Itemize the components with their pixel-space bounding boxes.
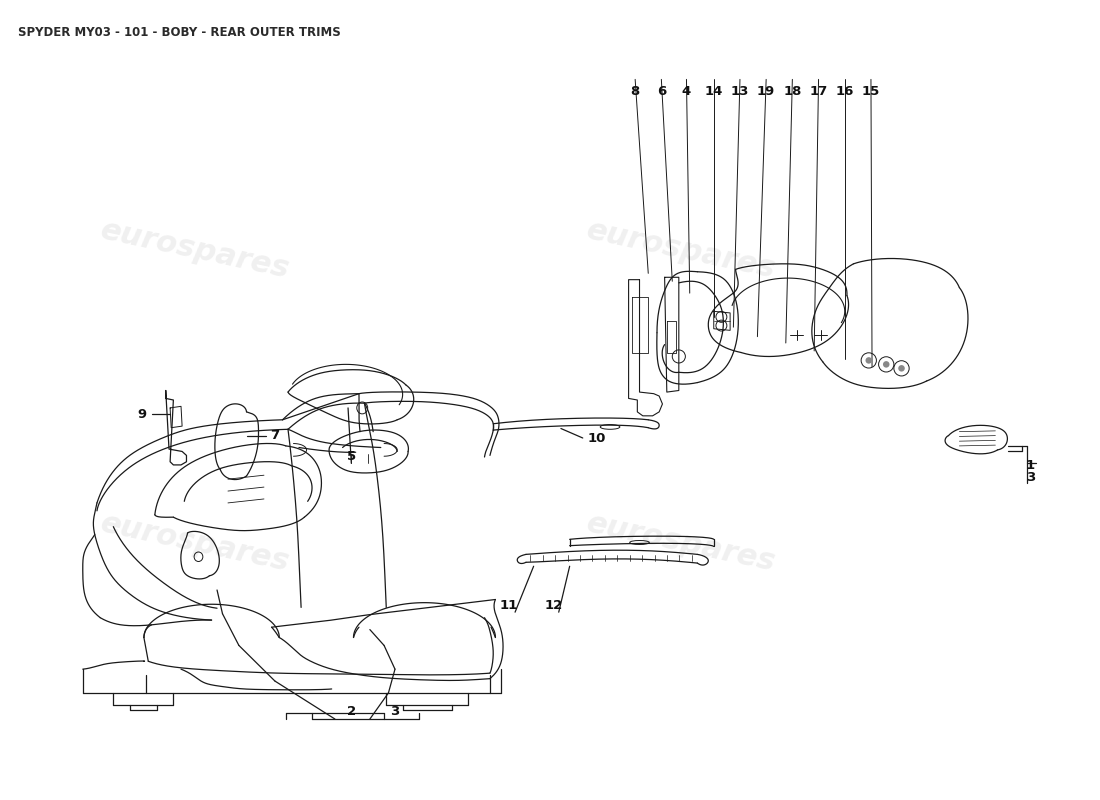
Text: 19: 19 — [757, 85, 776, 98]
Circle shape — [899, 365, 905, 371]
Text: 6: 6 — [657, 85, 665, 98]
Text: 7: 7 — [271, 429, 279, 442]
Text: 13: 13 — [730, 85, 749, 98]
Text: 12: 12 — [544, 599, 562, 612]
Text: 3: 3 — [1025, 471, 1035, 484]
Text: eurospares: eurospares — [98, 508, 293, 577]
Text: 4: 4 — [682, 85, 691, 98]
Circle shape — [883, 361, 890, 368]
Text: 5: 5 — [346, 450, 356, 463]
Text: 14: 14 — [705, 85, 723, 98]
Text: 9: 9 — [138, 408, 146, 421]
Text: 3: 3 — [390, 705, 399, 718]
Text: 11: 11 — [499, 599, 518, 612]
Text: eurospares: eurospares — [584, 508, 779, 577]
Text: 10: 10 — [587, 431, 606, 445]
Text: 8: 8 — [630, 85, 640, 98]
Text: eurospares: eurospares — [584, 215, 779, 284]
Text: 17: 17 — [810, 85, 827, 98]
Text: 18: 18 — [783, 85, 802, 98]
Text: 1: 1 — [1026, 459, 1035, 472]
Text: SPYDER MY03 - 101 - BOBY - REAR OUTER TRIMS: SPYDER MY03 - 101 - BOBY - REAR OUTER TR… — [18, 26, 341, 39]
Text: 2: 2 — [346, 705, 356, 718]
Text: 15: 15 — [861, 85, 880, 98]
Circle shape — [866, 357, 872, 364]
Text: eurospares: eurospares — [98, 215, 293, 284]
Text: 16: 16 — [836, 85, 854, 98]
